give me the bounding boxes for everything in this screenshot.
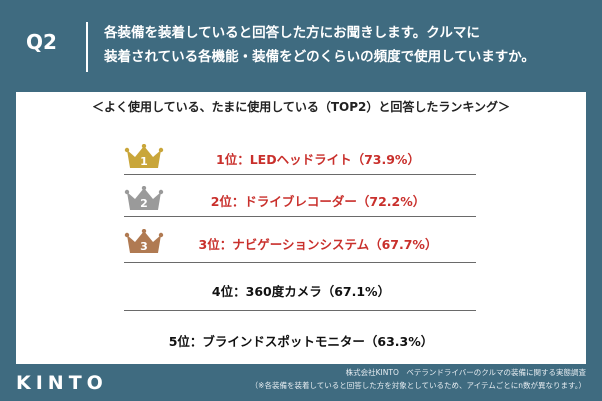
ranking-separator [124,262,476,263]
kinto-logo: KINTO [16,372,108,394]
header-divider [86,22,88,72]
ranking-text: 1位：LEDヘッドライト（73.9%） [216,152,420,167]
ranking-text: 4位：360度カメラ（67.1%） [211,284,391,299]
ranking-text: 5位：ブラインドスポットモニター（63.3%） [168,334,434,349]
ranking-subtitle: ＜よく使用している、たまに使用している（TOP2）と回答したランキング＞ [91,100,511,114]
crown-rank-number: 3 [140,240,148,253]
question-line-1: 各装備を装着していると回答した方にお聞きします。クルマに [104,25,480,41]
question-line-2: 装着されている各機能・装備をどのくらいの頻度で使用していますか。 [104,49,535,65]
ranking-item-4: 4位：360度カメラ（67.1%） [16,272,586,306]
source-text: 株式会社KINTO ベテランドライバーのクルマの装備に関する実態調査 [345,368,586,377]
silver-crown-icon: 2 [124,186,164,210]
footer: KINTO 株式会社KINTO ベテランドライバーのクルマの装備に関する実態調査… [0,364,602,401]
ranking-separator [124,216,476,217]
crown-rank-number: 2 [140,197,148,210]
ranking-separator [124,174,476,175]
question-text: 各装備を装着していると回答した方にお聞きします。クルマに 装着されている各機能・… [104,21,594,69]
ranking-separator [124,310,476,311]
question-number: Q2 [26,30,57,54]
gold-crown-icon: 1 [124,144,164,168]
footnote-text: （※各装備を装着していると回答した方を対象としているため、アイテムごとにn数が異… [250,381,586,390]
bronze-crown-icon: 3 [124,229,164,253]
ranking-text: 3位：ナビゲーションシステム（67.7%） [198,237,438,252]
ranking-item-3: 3 3位：ナビゲーションシステム（67.7%） [16,225,586,259]
crown-rank-number: 1 [140,155,148,168]
ranking-panel: ＜よく使用している、たまに使用している（TOP2）と回答したランキング＞ 1 1… [16,92,586,364]
ranking-item-5: 5位：ブラインドスポットモニター（63.3%） [16,322,586,356]
header: Q2 各装備を装着していると回答した方にお聞きします。クルマに 装着されている各… [0,0,602,92]
ranking-item-2: 2 2位：ドライブレコーダー（72.2%） [16,182,586,216]
ranking-text: 2位：ドライブレコーダー（72.2%） [210,194,426,209]
ranking-item-1: 1 1位：LEDヘッドライト（73.9%） [16,140,586,174]
